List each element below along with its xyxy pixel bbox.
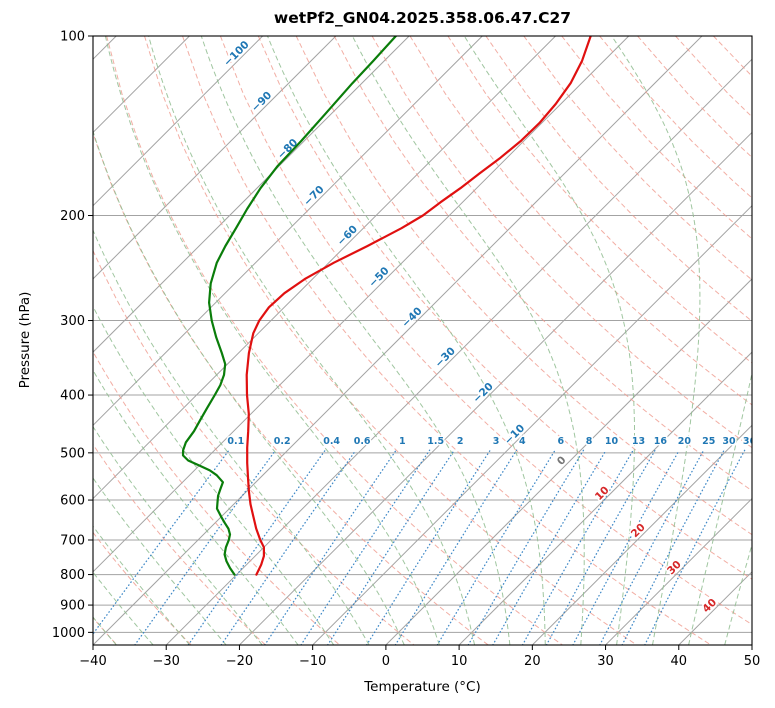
dewpoint-curve xyxy=(181,36,397,576)
svg-text:20: 20 xyxy=(629,521,648,540)
svg-text:3: 3 xyxy=(493,436,500,447)
svg-text:−20: −20 xyxy=(226,654,253,669)
svg-text:4: 4 xyxy=(519,436,526,447)
svg-text:300: 300 xyxy=(60,314,85,329)
svg-text:20: 20 xyxy=(678,436,692,447)
svg-text:16: 16 xyxy=(654,436,668,447)
svg-text:400: 400 xyxy=(60,389,85,404)
svg-text:40: 40 xyxy=(671,654,688,669)
svg-text:6: 6 xyxy=(557,436,564,447)
svg-text:1: 1 xyxy=(399,436,406,447)
svg-text:100: 100 xyxy=(60,30,85,45)
x-axis-ticks: −40 −30 −20 −10 0 10 20 30 40 50 xyxy=(79,645,760,669)
svg-text:−30: −30 xyxy=(153,654,180,669)
svg-text:0: 0 xyxy=(555,454,569,468)
moist-adiabats xyxy=(93,36,752,645)
svg-text:1000: 1000 xyxy=(52,626,85,641)
y-axis-ticks: 100 200 300 400 500 600 700 800 900 1000 xyxy=(52,30,93,641)
svg-text:800: 800 xyxy=(60,568,85,583)
svg-text:13: 13 xyxy=(632,436,645,447)
svg-text:900: 900 xyxy=(60,599,85,614)
isotherm-lines xyxy=(93,36,752,645)
svg-text:0: 0 xyxy=(382,654,390,669)
svg-text:36: 36 xyxy=(743,436,757,447)
svg-text:10: 10 xyxy=(451,654,468,669)
svg-text:0.2: 0.2 xyxy=(274,436,291,447)
svg-text:0.6: 0.6 xyxy=(354,436,371,447)
svg-text:25: 25 xyxy=(702,436,715,447)
svg-text:1.5: 1.5 xyxy=(427,436,444,447)
svg-text:600: 600 xyxy=(60,494,85,509)
svg-text:200: 200 xyxy=(60,209,85,224)
svg-text:50: 50 xyxy=(744,654,761,669)
svg-text:30: 30 xyxy=(722,436,736,447)
svg-text:2: 2 xyxy=(457,436,464,447)
svg-text:0.4: 0.4 xyxy=(323,436,340,447)
svg-text:40: 40 xyxy=(700,596,719,615)
mixing-ratio-lines xyxy=(93,449,746,645)
chart-title: wetPf2_GN04.2025.358.06.47.C27 xyxy=(273,9,572,27)
plot-frame xyxy=(92,35,753,646)
temperature-curve xyxy=(245,36,592,576)
x-axis-label: Temperature (°C) xyxy=(364,679,481,695)
mixing-ratio-labels: 0.1 0.2 0.4 0.6 1 1.5 2 3 4 6 8 10 13 16 20 25 30 36 xyxy=(226,435,757,449)
svg-text:−10: −10 xyxy=(299,654,326,669)
svg-text:−100: −100 xyxy=(222,39,252,69)
svg-text:8: 8 xyxy=(586,436,593,447)
dry-adiabats xyxy=(93,36,752,645)
svg-text:700: 700 xyxy=(60,533,85,548)
svg-text:30: 30 xyxy=(597,654,614,669)
svg-text:20: 20 xyxy=(524,654,541,669)
svg-text:0.1: 0.1 xyxy=(227,436,244,447)
svg-text:10: 10 xyxy=(605,436,619,447)
svg-text:−40: −40 xyxy=(79,654,106,669)
svg-text:500: 500 xyxy=(60,446,85,461)
